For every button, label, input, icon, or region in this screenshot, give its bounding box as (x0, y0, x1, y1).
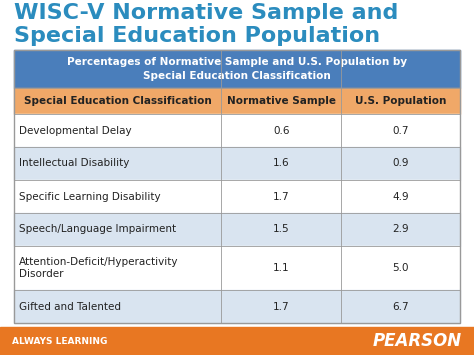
Text: Percentages of Normative Sample and U.S. Population by
Special Education Classif: Percentages of Normative Sample and U.S.… (67, 58, 407, 81)
Bar (14, 180, 460, 213)
Text: 1.5: 1.5 (273, 224, 290, 235)
Text: 4.9: 4.9 (392, 191, 409, 202)
Text: Normative Sample: Normative Sample (227, 96, 336, 106)
Text: Developmental Delay: Developmental Delay (19, 126, 132, 136)
Bar (14, 114, 460, 147)
Text: 6.7: 6.7 (392, 301, 409, 311)
Text: PEARSON: PEARSON (373, 332, 462, 350)
Text: 0.9: 0.9 (392, 158, 409, 169)
Bar (14, 50, 460, 323)
Text: ALWAYS LEARNING: ALWAYS LEARNING (12, 337, 108, 345)
Text: 1.6: 1.6 (273, 158, 290, 169)
Bar (14, 213, 460, 246)
Text: 5.0: 5.0 (392, 263, 409, 273)
Text: U.S. Population: U.S. Population (355, 96, 446, 106)
Bar (14, 50, 460, 88)
Text: Intellectual Disability: Intellectual Disability (19, 158, 129, 169)
Text: 1.7: 1.7 (273, 191, 290, 202)
Bar (14, 290, 460, 323)
Text: 1.7: 1.7 (273, 301, 290, 311)
Bar (0, 327, 474, 355)
Text: Gifted and Talented: Gifted and Talented (19, 301, 121, 311)
Bar (14, 147, 460, 180)
Text: Special Education Classification: Special Education Classification (24, 96, 211, 106)
Bar (14, 88, 460, 114)
Text: Specific Learning Disability: Specific Learning Disability (19, 191, 161, 202)
Text: Attention-Deficit/Hyperactivity
Disorder: Attention-Deficit/Hyperactivity Disorder (19, 257, 179, 279)
Text: Speech/Language Impairment: Speech/Language Impairment (19, 224, 176, 235)
Text: 0.6: 0.6 (273, 126, 290, 136)
Text: WISC-V Normative Sample and: WISC-V Normative Sample and (14, 3, 398, 23)
Text: 1.1: 1.1 (273, 263, 290, 273)
Bar (14, 246, 460, 290)
Text: Special Education Population: Special Education Population (14, 26, 380, 46)
Text: 0.7: 0.7 (392, 126, 409, 136)
Text: 2.9: 2.9 (392, 224, 409, 235)
